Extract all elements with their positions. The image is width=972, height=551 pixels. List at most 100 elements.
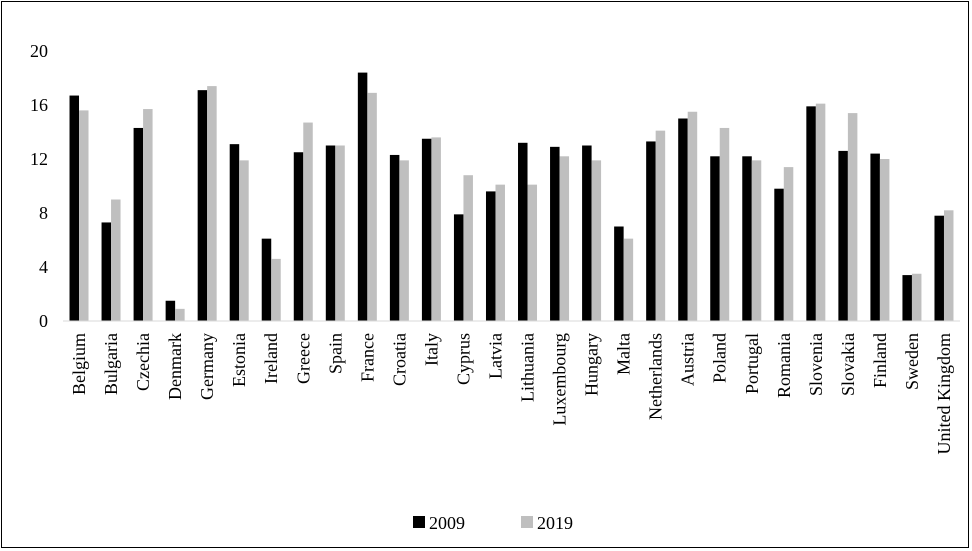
- x-tick-label: Hungary: [582, 333, 602, 396]
- x-tick-label: Italy: [421, 333, 441, 366]
- bar-2019-lithuania: [527, 184, 538, 321]
- bar-2009-bulgaria: [101, 222, 112, 321]
- x-tick-label: Poland: [710, 333, 730, 383]
- legend-label-2019: 2019: [537, 513, 573, 533]
- bar-2009-romania: [774, 188, 784, 321]
- legend: 2009 2019: [413, 513, 573, 533]
- bar-2019-poland: [719, 127, 730, 321]
- bar-2019-portugal: [751, 160, 762, 321]
- y-tick-label: 0: [39, 311, 48, 331]
- x-tick-label: Luxembourg: [550, 333, 570, 426]
- x-axis: Belgium Bulgaria Czechia Denmark Germany Esto…: [63, 320, 960, 455]
- bar-2019-czechia: [143, 109, 153, 321]
- legend-swatch-2019: [521, 516, 533, 528]
- bar-2019-romania: [783, 167, 794, 321]
- bar-2019-finland: [879, 159, 890, 321]
- bar-2019-greece: [303, 122, 313, 321]
- bar-2009-cyprus: [453, 214, 464, 321]
- x-tick-label: Denmark: [165, 333, 185, 400]
- x-tick-label: Spain: [325, 333, 345, 374]
- bar-2019-ireland: [271, 258, 281, 321]
- bar-2009-lithuania: [518, 142, 528, 321]
- bar-2009-ireland: [261, 238, 272, 321]
- x-tick-label: Austria: [678, 333, 698, 386]
- bar-2009-malta: [614, 226, 624, 321]
- bar-2019-slovenia: [815, 103, 826, 322]
- bar-2009-italy: [421, 138, 432, 321]
- bar-2019-netherlands: [655, 130, 666, 321]
- legend-label-2009: 2009: [429, 513, 465, 533]
- bar-2009-luxembourg: [550, 146, 560, 321]
- bar-2009-poland: [710, 156, 720, 321]
- bar-2009-czechia: [133, 127, 144, 321]
- x-tick-label: Slovenia: [806, 333, 826, 396]
- x-tick-label: Estonia: [229, 333, 249, 387]
- x-tick-label: Belgium: [69, 333, 89, 395]
- x-tick-label: Cyprus: [453, 333, 473, 385]
- bar-2009-croatia: [389, 154, 400, 321]
- bar-2019-cyprus: [463, 175, 473, 321]
- y-tick-label: 12: [30, 149, 48, 169]
- bar-2019-malta: [623, 238, 634, 321]
- bar-2019-united-kingdom: [943, 210, 954, 321]
- bar-2009-portugal: [742, 156, 752, 321]
- bar-2019-germany: [207, 86, 217, 321]
- bar-2019-spain: [335, 145, 345, 321]
- bar-2019-slovakia: [847, 113, 858, 321]
- bar-2009-belgium: [69, 95, 80, 321]
- x-tick-label: Germany: [197, 333, 217, 400]
- bar-2019-latvia: [495, 184, 505, 321]
- x-tick-label: Slovakia: [838, 333, 858, 396]
- x-tick-label: Sweden: [902, 333, 922, 390]
- bar-2009-estonia: [229, 144, 240, 321]
- bar-2019-luxembourg: [559, 156, 570, 321]
- legend-swatch-2009: [413, 516, 425, 528]
- y-tick-label: 8: [39, 203, 48, 223]
- y-tick-label: 4: [39, 257, 48, 277]
- bar-2019-croatia: [399, 160, 409, 321]
- bar-2009-germany: [197, 90, 208, 322]
- bar-2009-slovenia: [806, 106, 816, 321]
- bar-2009-denmark: [165, 300, 176, 321]
- x-tick-label: Czechia: [133, 333, 153, 391]
- bar-2009-hungary: [582, 145, 592, 321]
- x-tick-label: Croatia: [389, 333, 409, 386]
- x-tick-label: Malta: [614, 333, 634, 375]
- bar-2009-latvia: [485, 191, 496, 321]
- x-tick-label: United Kingdom: [934, 333, 954, 455]
- x-tick-label: Bulgaria: [101, 333, 121, 395]
- bar-2009-united-kingdom: [934, 215, 944, 321]
- bar-2019-denmark: [175, 308, 185, 321]
- bar-2009-greece: [293, 152, 304, 321]
- bar-2009-spain: [325, 145, 336, 321]
- bar-2019-estonia: [239, 160, 249, 321]
- bar-2019-bulgaria: [111, 199, 121, 321]
- x-tick-label: Romania: [774, 333, 794, 398]
- bar-2019-italy: [431, 137, 441, 321]
- bar-2009-sweden: [902, 275, 912, 321]
- bar-2019-belgium: [79, 110, 89, 322]
- x-tick-label: Lithuania: [518, 333, 538, 402]
- x-tick-label: Finland: [870, 333, 890, 388]
- y-axis: 0 4 8 12 16 20: [30, 41, 48, 331]
- bar-2019-austria: [687, 111, 698, 321]
- bar-2009-slovakia: [838, 150, 848, 321]
- bar-2019-france: [367, 92, 377, 321]
- x-tick-label: Ireland: [261, 333, 281, 384]
- x-tick-label: Latvia: [485, 333, 505, 379]
- bar-2009-netherlands: [646, 141, 656, 321]
- x-tick-label: Netherlands: [646, 333, 666, 420]
- y-tick-label: 20: [30, 41, 48, 61]
- x-tick-label: France: [357, 333, 377, 382]
- x-tick-label: Greece: [293, 333, 313, 384]
- bars: [69, 72, 954, 322]
- bar-2009-austria: [678, 118, 688, 321]
- bar-2019-sweden: [911, 273, 922, 321]
- bar-2009-finland: [870, 153, 880, 321]
- bar-2009-france: [357, 72, 368, 321]
- x-tick-label: Portugal: [742, 333, 762, 394]
- y-tick-label: 16: [30, 95, 48, 115]
- bar-2019-hungary: [591, 160, 602, 321]
